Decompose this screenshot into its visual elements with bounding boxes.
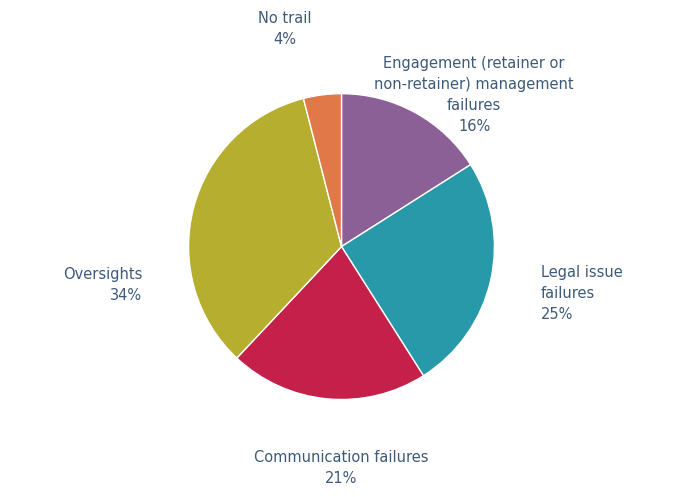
Text: Legal issue
failures
25%: Legal issue failures 25%: [541, 265, 622, 323]
Wedge shape: [189, 98, 342, 358]
Wedge shape: [342, 93, 471, 247]
Text: Oversights
34%: Oversights 34%: [63, 266, 142, 303]
Text: Communication failures
21%: Communication failures 21%: [254, 450, 429, 487]
Text: No trail
4%: No trail 4%: [258, 11, 311, 48]
Wedge shape: [303, 93, 342, 247]
Wedge shape: [237, 247, 423, 400]
Text: Engagement (retainer or
non-retainer) management
failures
16%: Engagement (retainer or non-retainer) ma…: [374, 56, 574, 134]
Wedge shape: [342, 165, 494, 376]
